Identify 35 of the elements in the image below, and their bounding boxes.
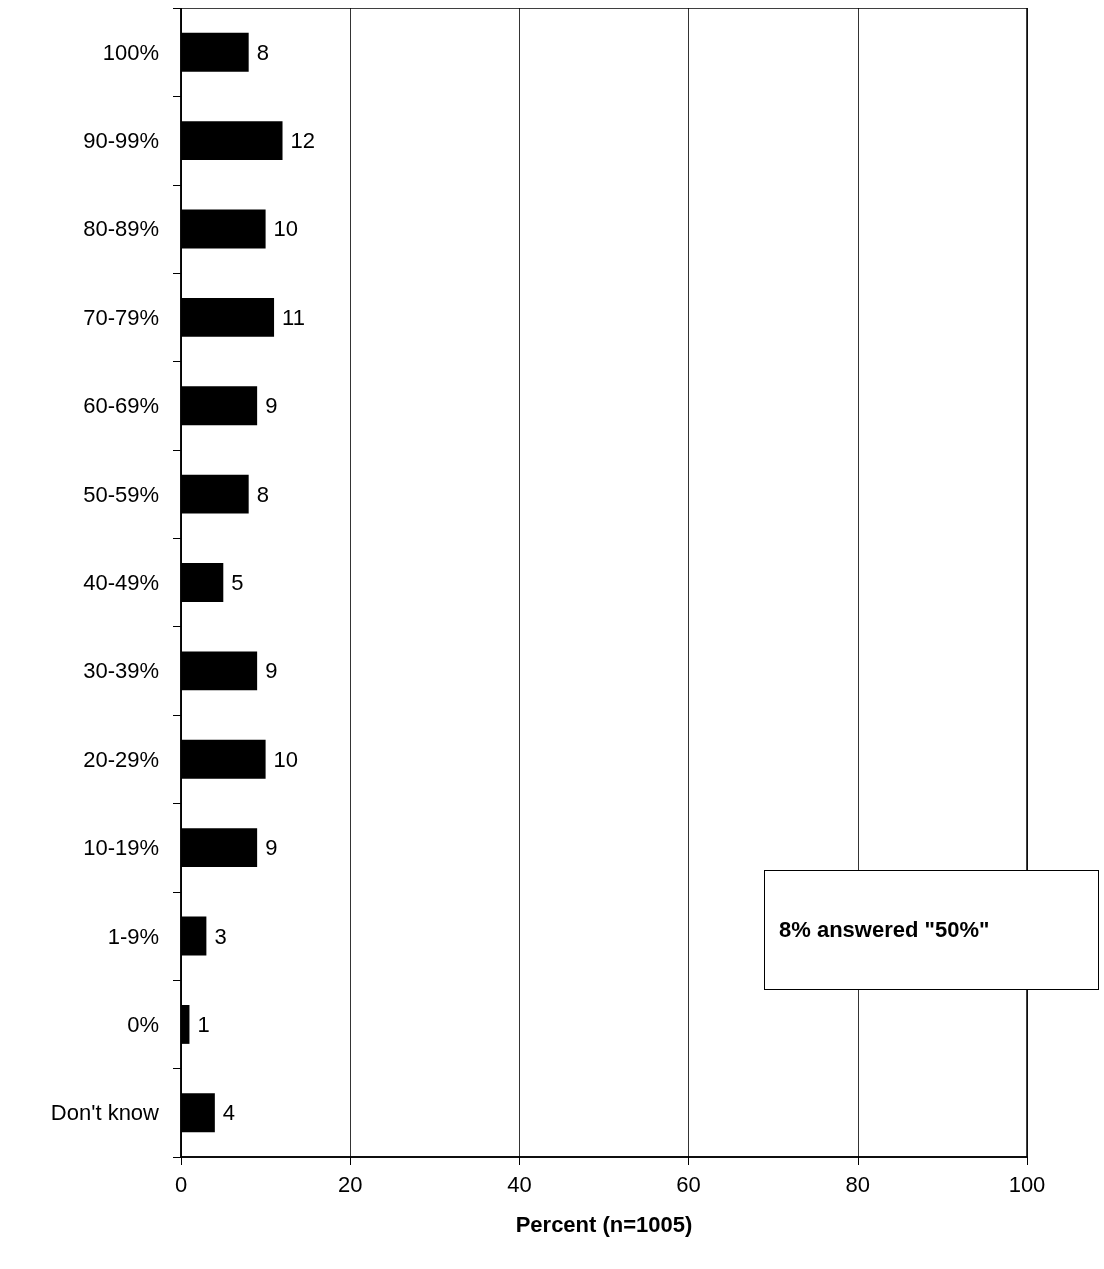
data-label: 1 — [197, 1011, 210, 1037]
x-tick-label: 0 — [174, 1171, 188, 1197]
x-tick-label: 60 — [676, 1171, 701, 1197]
x-tick-label: 100 — [1008, 1171, 1046, 1197]
annotation: 8% answered "50%" — [779, 917, 990, 943]
data-label: 8 — [256, 481, 269, 507]
y-tick-label: 0% — [127, 1011, 159, 1037]
y-tick-label: 100% — [102, 39, 159, 65]
data-label: 9 — [265, 835, 278, 861]
x-tick-label: 40 — [507, 1171, 532, 1197]
data-label: 9 — [265, 393, 278, 419]
y-tick-label: 60-69% — [83, 393, 159, 419]
data-label: 10 — [273, 216, 299, 242]
x-tick-label: 80 — [845, 1171, 871, 1197]
y-tick-label: 10-19% — [83, 835, 159, 861]
x-tick-label: 20 — [337, 1171, 363, 1197]
data-label: 4 — [222, 1100, 236, 1126]
y-tick-label: 50-59% — [83, 481, 159, 507]
data-label: 11 — [282, 304, 305, 330]
data-label: 5 — [231, 570, 244, 595]
y-tick-label: 20-29% — [83, 746, 159, 772]
x-axis-title: Percent (n=1005) — [515, 1211, 693, 1237]
data-label: 9 — [265, 658, 278, 684]
y-tick-label: 70-79% — [83, 304, 159, 330]
y-tick-label: 40-49% — [83, 570, 159, 595]
y-tick-label: 1-9% — [107, 923, 159, 949]
y-tick-label: 30-39% — [83, 658, 159, 684]
y-tick-label: 80-89% — [83, 216, 159, 242]
y-tick-label: Don't know — [50, 1100, 160, 1126]
data-label: 12 — [290, 128, 315, 154]
note-box: 8% answered "50%" — [764, 870, 1099, 990]
data-label: 10 — [273, 746, 299, 772]
data-label: 8 — [256, 39, 269, 65]
y-tick-label: 90-99% — [83, 128, 159, 154]
data-label: 3 — [214, 923, 227, 949]
